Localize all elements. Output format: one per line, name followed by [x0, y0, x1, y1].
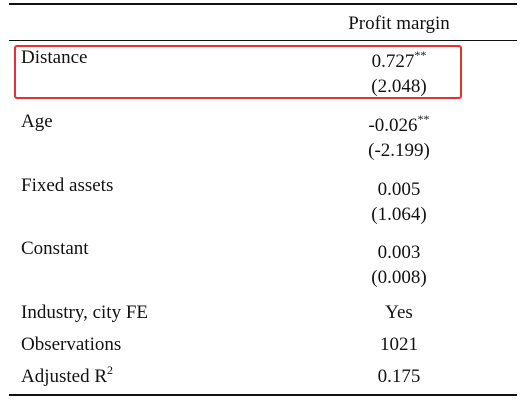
- row-label-age: Age: [21, 111, 53, 132]
- highlight-box-distance: [14, 45, 462, 99]
- coef-fixed-assets: 0.005: [377, 179, 421, 200]
- bottom-rule: [9, 394, 517, 396]
- value-observations: 1021: [380, 334, 418, 355]
- se-distance: (2.048): [371, 76, 427, 97]
- row-label-observations: Observations: [21, 334, 122, 355]
- coef-constant: 0.003: [377, 242, 421, 263]
- coef-value: 0.727: [371, 51, 415, 72]
- row-label-distance: Distance: [21, 47, 88, 68]
- coef-distance: 0.727**: [309, 48, 489, 74]
- regression-table: Profit margin Distance 0.727** (2.048) A…: [9, 0, 517, 401]
- significance-stars: **: [414, 48, 427, 62]
- superscript-2: 2: [107, 363, 114, 377]
- row-label-fixed-assets: Fixed assets: [21, 175, 114, 196]
- column-header: Profit margin: [348, 13, 450, 34]
- row-label-adjusted-r2: Adjusted R2: [21, 363, 114, 389]
- se-fixed-assets: (1.064): [371, 204, 427, 225]
- row-label-fe: Industry, city FE: [21, 302, 149, 323]
- coef-value: -0.026: [368, 115, 418, 136]
- value-adjusted-r2: 0.175: [377, 366, 421, 387]
- value-fe: Yes: [385, 302, 413, 323]
- row-label-constant: Constant: [21, 238, 89, 259]
- se-constant: (0.008): [371, 267, 427, 288]
- top-rule: [9, 3, 517, 5]
- significance-stars: **: [417, 112, 430, 126]
- coef-age: -0.026**: [309, 112, 489, 138]
- se-age: (-2.199): [368, 140, 430, 161]
- header-rule: [9, 40, 517, 41]
- adjusted-r-text: Adjusted R: [21, 366, 108, 387]
